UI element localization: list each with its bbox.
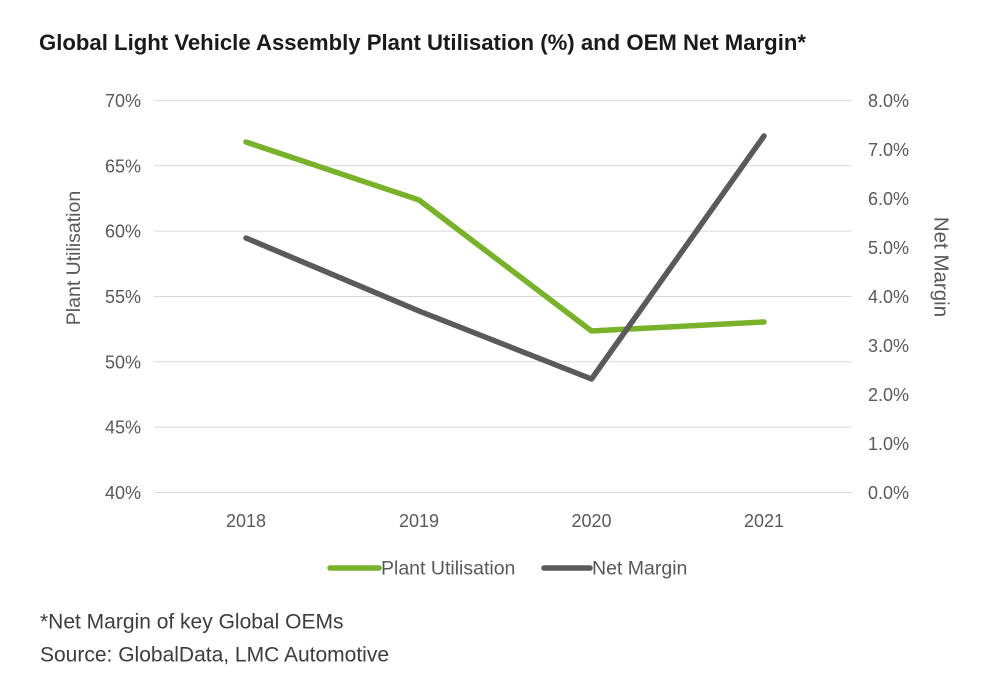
svg-text:Net Margin: Net Margin: [592, 558, 687, 580]
svg-text:4.0%: 4.0%: [868, 287, 909, 307]
svg-text:Global Light Vehicle Assembly: Global Light Vehicle Assembly Plant Util…: [39, 30, 806, 55]
svg-text:2019: 2019: [399, 511, 439, 531]
svg-text:50%: 50%: [105, 352, 141, 372]
svg-text:Net Margin: Net Margin: [930, 217, 953, 317]
svg-text:Source: GlobalData, LMC Automo: Source: GlobalData, LMC Automotive: [40, 644, 389, 667]
svg-text:6.0%: 6.0%: [868, 189, 909, 209]
svg-text:Plant Utilisation: Plant Utilisation: [381, 558, 515, 580]
svg-text:45%: 45%: [105, 418, 141, 438]
svg-text:1.0%: 1.0%: [868, 434, 909, 454]
svg-text:2.0%: 2.0%: [868, 385, 909, 405]
svg-text:0.0%: 0.0%: [868, 483, 909, 503]
svg-text:70%: 70%: [105, 91, 141, 111]
svg-text:3.0%: 3.0%: [868, 336, 909, 356]
svg-text:5.0%: 5.0%: [868, 238, 909, 258]
svg-text:2021: 2021: [744, 511, 784, 531]
svg-text:7.0%: 7.0%: [868, 140, 909, 160]
svg-text:40%: 40%: [105, 483, 141, 503]
svg-text:65%: 65%: [105, 156, 141, 176]
svg-text:Plant Utilisation: Plant Utilisation: [63, 191, 85, 325]
svg-text:55%: 55%: [105, 287, 141, 307]
svg-text:*Net Margin of key Global OEMs: *Net Margin of key Global OEMs: [40, 611, 343, 634]
svg-text:60%: 60%: [105, 222, 141, 242]
svg-text:2020: 2020: [571, 511, 611, 531]
svg-text:8.0%: 8.0%: [868, 91, 909, 111]
svg-text:2018: 2018: [226, 511, 266, 531]
